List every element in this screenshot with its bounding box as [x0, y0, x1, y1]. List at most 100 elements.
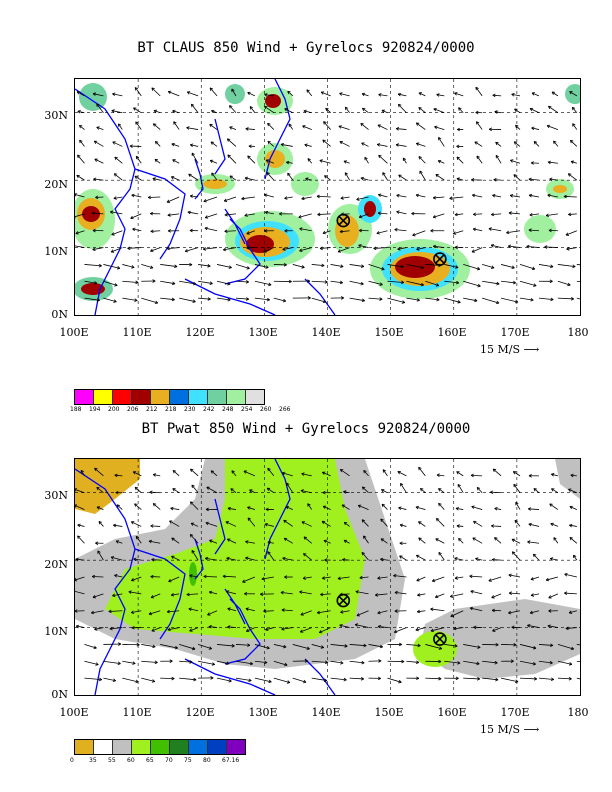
wind-arrow	[397, 247, 407, 251]
wind-arrow	[111, 230, 123, 236]
wind-arrow	[171, 142, 180, 147]
wind-arrow	[469, 606, 483, 612]
wind-arrow	[360, 176, 369, 181]
wind-arrow	[547, 160, 558, 165]
wind-arrow	[416, 554, 426, 561]
wind-arrow	[530, 576, 540, 581]
wind-arrow	[475, 557, 483, 561]
wind-arrow	[207, 610, 218, 616]
wind-arrow	[396, 210, 407, 215]
wind-arrow	[444, 297, 461, 304]
colorbar-swatch	[189, 740, 208, 754]
wind-arrow	[456, 524, 464, 528]
colorbar-swatch	[75, 390, 94, 404]
wind-arrow	[132, 471, 142, 477]
wind-arrow	[378, 93, 388, 97]
wind-arrow	[368, 264, 385, 271]
wind-arrow	[203, 196, 218, 203]
wind-arrow	[349, 297, 365, 303]
wind-arrow	[511, 625, 521, 630]
wind-arrow	[528, 522, 540, 527]
wind-arrow	[362, 107, 369, 114]
wind-arrow	[330, 280, 343, 285]
wind-arrow	[245, 127, 255, 131]
wind-arrow	[510, 159, 521, 164]
wind-arrow	[364, 156, 369, 164]
wind-arrow	[133, 107, 142, 114]
wind-arrow	[349, 677, 365, 681]
wind-arrow	[380, 518, 388, 527]
wind-arrow	[248, 144, 255, 149]
wind-arrow	[548, 609, 558, 613]
wind-arrow	[402, 157, 407, 164]
wind-arrow	[299, 590, 312, 595]
wind-arrow	[210, 470, 218, 477]
wind-arrow	[122, 660, 136, 665]
wind-arrow	[279, 212, 293, 216]
wind-arrow	[495, 141, 502, 147]
precipitable-water-shading	[75, 459, 580, 679]
wind-arrow	[254, 644, 270, 650]
wind-arrow	[246, 246, 255, 250]
wind-arrow	[92, 593, 104, 599]
wind-arrow	[216, 280, 231, 286]
wind-arrow	[122, 264, 135, 269]
wind-arrow	[528, 474, 539, 478]
wind-arrow	[227, 506, 237, 511]
wind-arrow	[265, 627, 274, 631]
wind-arrow	[130, 213, 142, 220]
wind-arrow	[323, 121, 331, 130]
wind-arrow	[132, 227, 142, 232]
wind-arrow	[135, 121, 142, 130]
wind-arrow	[131, 625, 142, 630]
wind-arrow	[482, 280, 500, 286]
wind-arrow	[160, 297, 175, 302]
wind-arrow	[471, 247, 483, 253]
wind-arrow	[320, 592, 331, 597]
wind-arrow	[208, 625, 218, 629]
wind-arrow	[254, 280, 272, 287]
wind-arrow	[492, 627, 502, 632]
x-label-140e: 140E	[311, 326, 341, 339]
wind-arrow	[115, 490, 123, 495]
wind-arrow	[254, 660, 268, 665]
wind-arrow	[361, 552, 369, 561]
wind-arrow	[263, 609, 274, 613]
wind-arrow	[406, 676, 420, 681]
wind-arrow	[94, 158, 104, 164]
wind-arrow	[457, 483, 464, 493]
wind-arrow	[470, 473, 483, 478]
wind-arrow	[490, 524, 502, 528]
wind-arrow	[569, 91, 578, 97]
wind-arrow	[513, 483, 521, 493]
wind-arrow	[282, 247, 293, 251]
wind-arrow	[463, 677, 481, 681]
wind-arrow	[397, 92, 407, 97]
wind-arrow	[316, 194, 331, 199]
wind-arrow	[491, 608, 502, 613]
wind-arrow	[450, 610, 464, 618]
wind-arrow	[189, 228, 199, 233]
wind-arrow	[197, 644, 213, 650]
wind-arrow	[114, 473, 123, 478]
colorbar-swatch	[208, 740, 227, 754]
wind-arrow	[356, 610, 369, 617]
colorbar-swatch	[208, 390, 227, 404]
wind-arrow	[186, 592, 199, 597]
wind-arrow	[436, 473, 445, 477]
wind-arrow	[519, 264, 536, 271]
wind-arrow	[204, 556, 218, 561]
wind-arrow	[377, 610, 388, 615]
wind-arrow	[473, 625, 483, 630]
wind-arrow	[95, 195, 104, 200]
wind-arrow	[491, 212, 502, 217]
colorbar-top-ticks: 188 194 200 206 212 218 230 242 248 254 260 266	[70, 406, 291, 413]
wind-arrow	[358, 228, 369, 233]
wind-arrow	[359, 575, 369, 580]
colorbar-bottom	[74, 739, 246, 755]
wind-arrow	[205, 521, 218, 527]
wind-arrow	[303, 553, 312, 561]
wind-arrow	[538, 643, 554, 648]
wind-arrow	[273, 279, 292, 284]
wind-arrow	[547, 624, 558, 628]
